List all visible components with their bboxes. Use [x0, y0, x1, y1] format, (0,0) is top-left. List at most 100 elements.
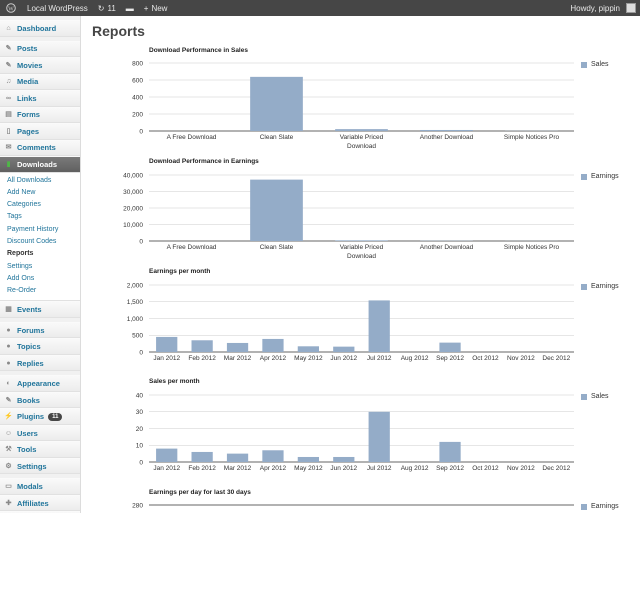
submenu-item-re-order[interactable]: Re-Order: [0, 285, 80, 297]
y-tick-label: 0: [139, 128, 143, 135]
x-tick-label: Download: [347, 253, 376, 260]
sidebar-item-affiliates[interactable]: ✚Affiliates: [0, 495, 80, 512]
bar-apr-2012[interactable]: [262, 450, 283, 462]
updates-link[interactable]: ↻ 11: [93, 0, 121, 16]
x-tick-label: Oct 2012: [472, 355, 499, 362]
sidebar-item-modals[interactable]: ▭Modals: [0, 478, 80, 495]
submenu-item-add-new[interactable]: Add New: [0, 187, 80, 199]
sidebar-item-label: Comments: [17, 143, 56, 152]
avatar: [626, 3, 636, 13]
sidebar-item-events[interactable]: ▦Events: [0, 301, 80, 318]
sidebar-item-books[interactable]: ✎Books: [0, 392, 80, 409]
submenu-item-settings[interactable]: Settings: [0, 261, 80, 273]
bar-sep-2012[interactable]: [439, 343, 460, 352]
bar-variable-priced-download[interactable]: [335, 240, 388, 241]
submenu-item-discount-codes[interactable]: Discount Codes: [0, 236, 80, 248]
sidebar-item-dashboard[interactable]: ⌂Dashboard: [0, 20, 80, 37]
x-tick-label: Simple Notices Pro: [504, 244, 560, 251]
sidebar-item-users[interactable]: ☺Users: [0, 425, 80, 442]
x-tick-label: May 2012: [294, 465, 323, 472]
chart-plot: 280: [92, 489, 640, 513]
submenu-item-reports[interactable]: Reports: [0, 248, 80, 260]
sidebar-item-label: Users: [17, 429, 38, 438]
sidebar-item-media[interactable]: ♫Media: [0, 74, 80, 91]
sidebar-item-label: Media: [17, 77, 38, 86]
sidebar-item-forms[interactable]: ▤Forms: [0, 107, 80, 124]
x-tick-label: Apr 2012: [260, 465, 287, 472]
sidebar-item-topics[interactable]: ●Topics: [0, 338, 80, 355]
bar-feb-2012[interactable]: [192, 452, 213, 462]
y-tick-label: 800: [132, 60, 143, 67]
x-tick-label: Clean Slate: [260, 134, 294, 141]
sidebar-item-downloads[interactable]: ▮Downloads: [0, 156, 80, 173]
comments-link[interactable]: ▬: [121, 0, 139, 16]
wordpress-logo-icon[interactable]: W: [0, 0, 22, 16]
sidebar-item-label: Links: [17, 94, 37, 103]
x-tick-label: Sep 2012: [436, 355, 464, 362]
x-tick-label: Clean Slate: [260, 244, 294, 251]
comments-icon: ✉: [4, 143, 13, 152]
x-tick-label: Aug 2012: [401, 465, 429, 472]
bar-jul-2012[interactable]: [369, 412, 390, 462]
sidebar-item-links[interactable]: ∞ Links: [0, 90, 80, 107]
links-icon: ∞: [4, 94, 13, 103]
account-menu[interactable]: Howdy, pippin: [565, 0, 640, 16]
y-tick-label: 200: [132, 111, 143, 118]
x-tick-label: Variable Priced: [340, 244, 384, 251]
y-tick-label: 40: [136, 392, 144, 399]
bar-another-download[interactable]: [420, 130, 473, 131]
howdy-label: Howdy, pippin: [570, 4, 620, 13]
bar-jun-2012[interactable]: [333, 347, 354, 352]
submenu-item-tags[interactable]: Tags: [0, 211, 80, 223]
bar-variable-priced-download[interactable]: [335, 129, 388, 131]
bar-feb-2012[interactable]: [192, 340, 213, 352]
bar-may-2012[interactable]: [298, 457, 319, 462]
x-tick-label: Jul 2012: [367, 355, 392, 362]
sidebar-item-label: Events: [17, 305, 42, 314]
site-name-label: Local WordPress: [27, 4, 88, 13]
bar-jun-2012[interactable]: [333, 457, 354, 462]
x-tick-label: Variable Priced: [340, 134, 384, 141]
bar-clean-slate[interactable]: [250, 180, 303, 241]
bar-jul-2012[interactable]: [369, 300, 390, 352]
submenu-item-all-downloads[interactable]: All Downloads: [0, 175, 80, 187]
new-content-link[interactable]: + New: [139, 0, 173, 16]
sidebar-item-label: Tools: [17, 445, 36, 454]
sidebar-item-label: Affiliates: [17, 499, 49, 508]
bar-mar-2012[interactable]: [227, 343, 248, 352]
x-tick-label: Jul 2012: [367, 465, 392, 472]
y-tick-label: 40,000: [123, 172, 143, 179]
sidebar-item-forums[interactable]: ●Forums: [0, 322, 80, 339]
bar-clean-slate[interactable]: [250, 77, 303, 131]
bar-may-2012[interactable]: [298, 346, 319, 352]
bar-apr-2012[interactable]: [262, 339, 283, 352]
updates-icon: ↻: [98, 4, 105, 13]
sidebar-item-tools[interactable]: ⚒Tools: [0, 441, 80, 458]
sidebar-item-settings[interactable]: ⚙Settings: [0, 458, 80, 475]
submenu-item-categories[interactable]: Categories: [0, 199, 80, 211]
x-tick-label: Oct 2012: [472, 465, 499, 472]
new-label: New: [151, 4, 167, 13]
sidebar-item-comments[interactable]: ✉ Comments: [0, 140, 80, 157]
site-name-link[interactable]: Local WordPress: [22, 0, 93, 16]
sidebar-item-pages[interactable]: ▯Pages: [0, 123, 80, 140]
sidebar-item-replies[interactable]: ●Replies: [0, 355, 80, 372]
appearance-icon: ◐: [4, 379, 13, 388]
x-tick-label: Simple Notices Pro: [504, 134, 560, 141]
sidebar-item-movies[interactable]: ✎Movies: [0, 57, 80, 74]
bar-jan-2012[interactable]: [156, 337, 177, 352]
bar-jan-2012[interactable]: [156, 449, 177, 462]
x-tick-label: Jan 2012: [153, 465, 180, 472]
forums-icon: ●: [4, 326, 13, 335]
bar-sep-2012[interactable]: [439, 442, 460, 462]
sidebar-item-label: Settings: [17, 462, 47, 471]
submenu-item-add-ons[interactable]: Add Ons: [0, 273, 80, 285]
submenu-item-payment-history[interactable]: Payment History: [0, 224, 80, 236]
bar-mar-2012[interactable]: [227, 454, 248, 462]
sidebar-item-posts[interactable]: ✎Posts: [0, 41, 80, 58]
sidebar-item-appearance[interactable]: ◐Appearance: [0, 375, 80, 392]
